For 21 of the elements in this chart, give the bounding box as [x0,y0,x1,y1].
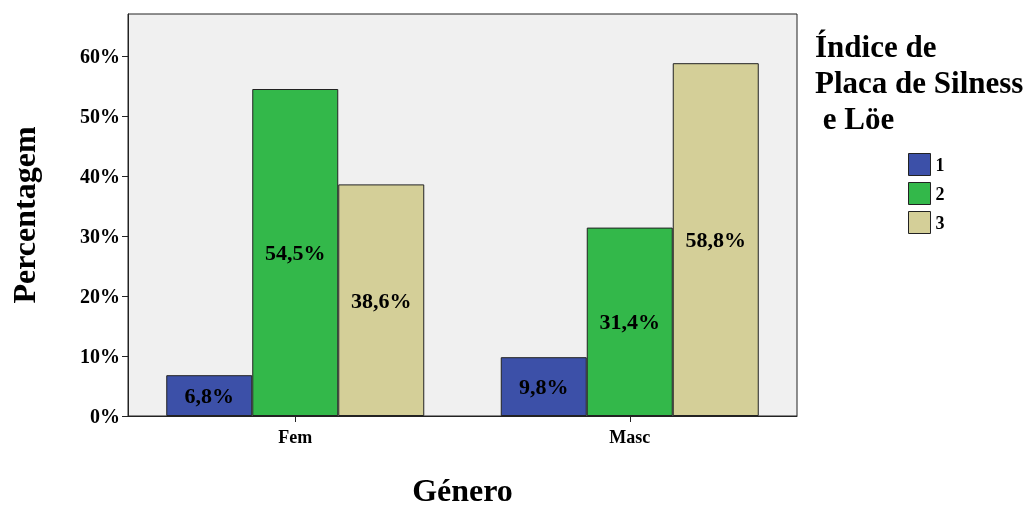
y-axis-title: Percentagem [6,126,42,304]
y-tick-label: 30% [80,225,120,247]
data-label: 9,8% [519,374,569,400]
x-tick-label: Masc [609,427,651,447]
legend-title: Índice de Placa de Silness e Löe [815,28,1024,136]
y-tick-label: 40% [80,165,120,187]
legend-label: 2 [935,183,945,204]
data-label: 54,5% [265,240,326,265]
x-axis-title: Género [412,472,513,508]
x-tick-label: Fem [278,427,313,447]
y-tick-label: 20% [80,285,120,307]
y-tick-label: 60% [80,45,120,67]
legend-label: 3 [935,212,945,233]
y-tick-label: 10% [80,345,120,367]
data-label: 6,8% [184,383,234,409]
data-label: 58,8% [685,227,746,253]
legend-label: 1 [935,154,945,175]
y-tick-label: 50% [80,105,120,127]
y-tick-label: 0% [90,405,120,427]
data-label: 31,4% [599,309,660,335]
data-label: 38,6% [351,287,412,313]
